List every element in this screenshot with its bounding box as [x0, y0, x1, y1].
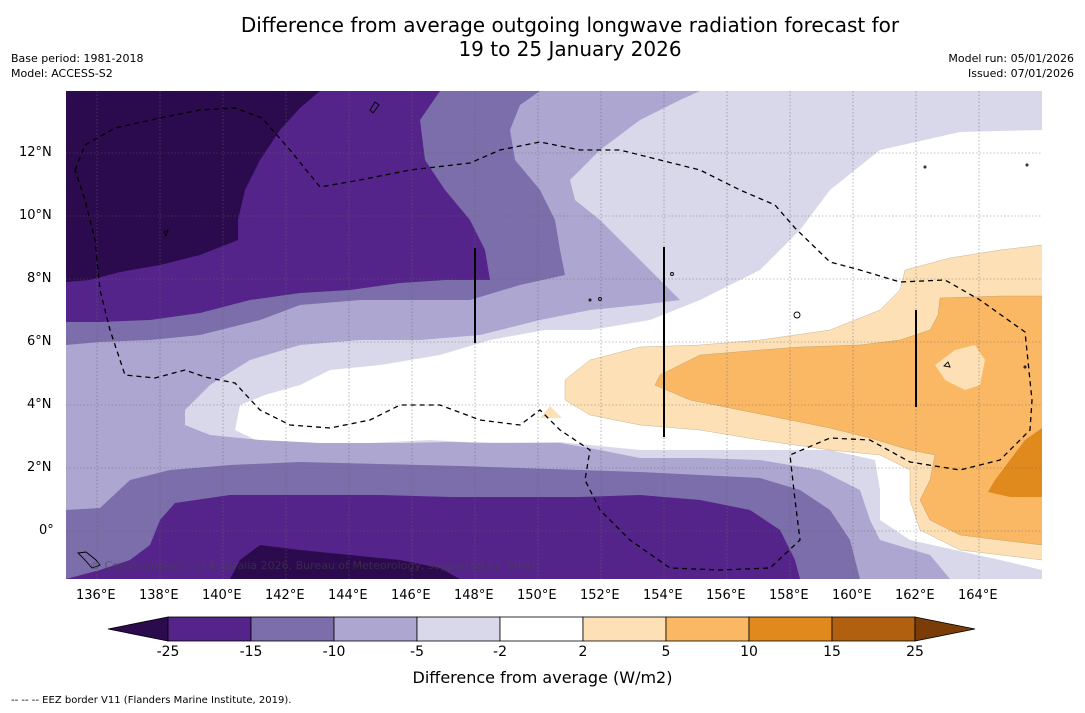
colorbar-tick-label: -5 — [410, 644, 424, 660]
lon-label: 152°E — [580, 588, 620, 603]
lon-label: 138°E — [139, 588, 179, 603]
colorbar-segment — [250, 616, 335, 642]
lon-label: 140°E — [202, 588, 242, 603]
lon-label: 150°E — [517, 588, 557, 603]
contour-band-minus25 — [66, 91, 460, 579]
colorbar-segment — [167, 616, 252, 642]
contour-outlines — [564, 244, 1042, 561]
model-name: Model: ACCESS-S2 — [11, 67, 113, 80]
lat-label: 2°N — [27, 460, 52, 475]
model-run: Model run: 05/01/2026 — [948, 52, 1074, 65]
colorbar-segment — [416, 616, 501, 642]
colorbar-tick-label: -15 — [239, 644, 263, 660]
colorbar-segment — [333, 616, 418, 642]
vertical-markers — [474, 247, 917, 437]
colorbar-tick-label: 10 — [740, 644, 758, 660]
colorbar-tick-label: -2 — [493, 644, 507, 660]
map-area — [66, 91, 1042, 579]
colorbar-tick-label: 5 — [661, 644, 671, 660]
contour-hole-plus2 — [935, 345, 985, 390]
colorbar-title: Difference from average (W/m2) — [412, 668, 673, 687]
title-line-1: Difference from average outgoing longwav… — [240, 13, 900, 37]
lon-label: 148°E — [454, 588, 494, 603]
islands — [77, 101, 1029, 569]
lon-label: 160°E — [832, 588, 872, 603]
lon-label: 142°E — [265, 588, 305, 603]
colorbar-segment — [582, 616, 667, 642]
colorbar-tick-label: 25 — [906, 644, 924, 660]
lon-label: 158°E — [769, 588, 809, 603]
title-line-2: 19 to 25 January 2026 — [458, 37, 682, 61]
contour-band-minus15 — [66, 91, 800, 579]
lon-label: 154°E — [643, 588, 683, 603]
model-info: Base period: 1981-2018 Model: ACCESS-S2 — [11, 51, 143, 81]
lon-label: 146°E — [391, 588, 431, 603]
lon-label: 162°E — [895, 588, 935, 603]
colorbar-segment — [748, 616, 833, 642]
base-period: Base period: 1981-2018 — [11, 52, 144, 65]
colorbar-segment — [499, 616, 584, 642]
colorbar — [107, 616, 976, 642]
colorbar-tick-label: -10 — [322, 644, 346, 660]
colorbar-tick-label: 15 — [823, 644, 841, 660]
colorbar-arrow-high — [914, 616, 976, 642]
colorbar-tick-label: -25 — [156, 644, 180, 660]
lon-label: 144°E — [328, 588, 368, 603]
lon-label: 164°E — [958, 588, 998, 603]
page-title: Difference from average outgoing longwav… — [0, 13, 1085, 61]
gridlines — [66, 91, 1042, 579]
lon-label: 136°E — [76, 588, 116, 603]
lat-label: 0° — [39, 523, 54, 538]
contour-band-plus10 — [988, 428, 1042, 497]
lat-label: 12°N — [19, 145, 52, 160]
lat-label: 4°N — [27, 397, 52, 412]
colorbar-segment — [665, 616, 750, 642]
copyright-credit: © Commonwealth of Australia 2026, Bureau… — [90, 559, 542, 572]
colorbar-segment — [831, 616, 916, 642]
colorbar-arrow-low — [107, 616, 169, 642]
issued-date: Issued: 07/01/2026 — [967, 67, 1074, 80]
lon-label: 156°E — [706, 588, 746, 603]
run-info: Model run: 05/01/2026 Issued: 07/01/2026 — [948, 51, 1074, 81]
lat-label: 6°N — [27, 334, 52, 349]
lat-label: 10°N — [19, 208, 52, 223]
colorbar-tick-label: 2 — [578, 644, 588, 660]
eez-border — [74, 107, 1033, 571]
eez-legend-note: -- -- -- EEZ border V11 (Flanders Marine… — [11, 695, 292, 706]
lat-label: 8°N — [27, 271, 52, 286]
